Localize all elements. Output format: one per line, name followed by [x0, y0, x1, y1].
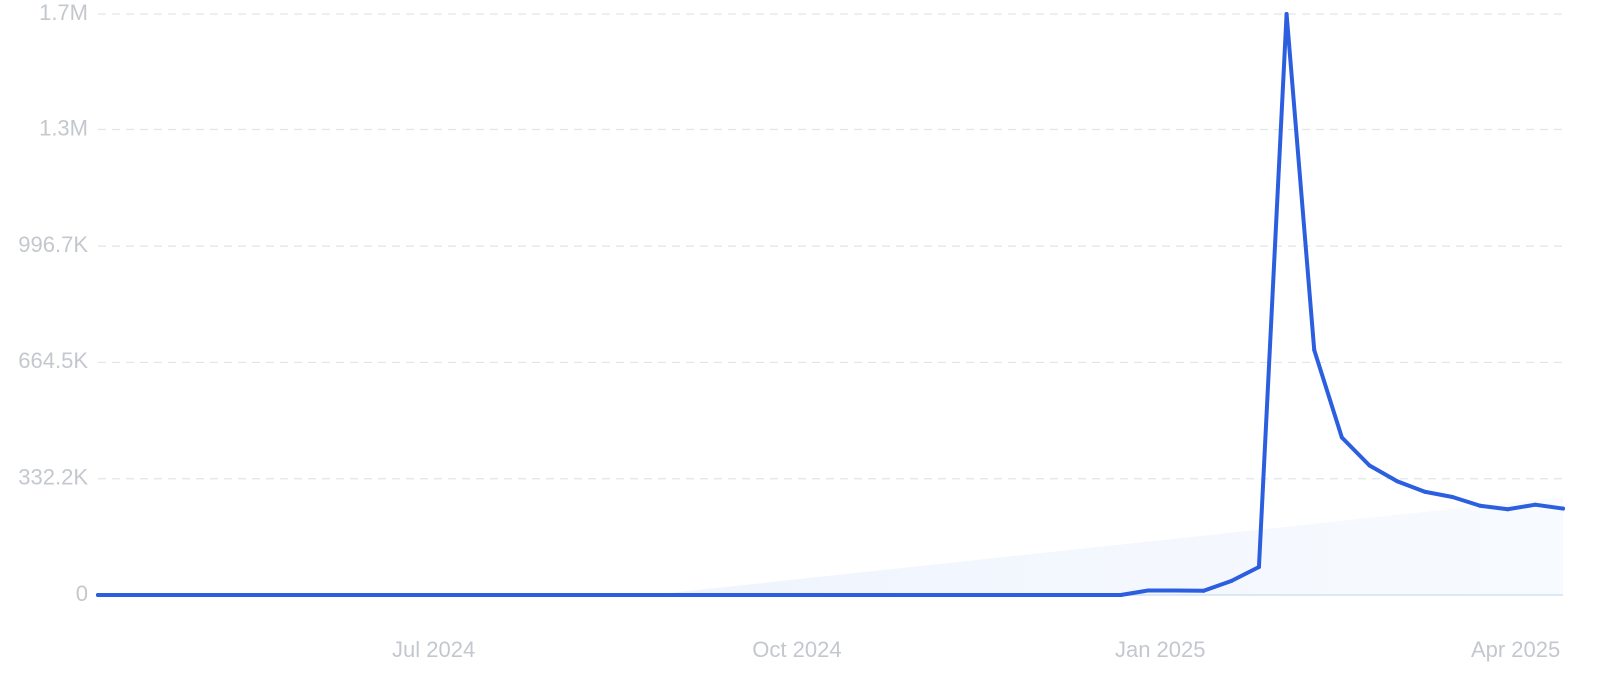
data-point — [1505, 507, 1510, 512]
y-tick-label: 1.3M — [39, 115, 88, 140]
x-axis-ticks: Jul 2024 Oct 2024 Jan 2025 Apr 2025 — [392, 637, 1560, 662]
series-layer — [96, 12, 1565, 597]
trend-area-shape — [650, 497, 1563, 595]
data-point — [1284, 12, 1289, 16]
y-tick-label: 996.7K — [18, 232, 88, 257]
x-tick-label: Apr 2025 — [1471, 637, 1560, 662]
y-tick-label: 1.7M — [39, 0, 88, 25]
data-point — [1229, 579, 1234, 583]
x-tick-label: Jan 2025 — [1115, 637, 1206, 662]
data-point — [1256, 565, 1261, 569]
y-tick-label: 332.2K — [18, 465, 88, 490]
x-tick-label: Jul 2024 — [392, 637, 475, 662]
y-axis-ticks: 0 332.2K 664.5K 996.7K 1.3M 1.7M — [18, 0, 88, 606]
data-point — [1533, 502, 1538, 507]
data-point — [1395, 479, 1400, 484]
data-point — [1339, 435, 1344, 440]
data-point — [1201, 588, 1206, 593]
gridlines — [98, 13, 1563, 480]
series-line-0 — [96, 12, 1565, 597]
x-tick-label: Oct 2024 — [752, 637, 841, 662]
data-point — [1478, 503, 1483, 508]
data-point — [1118, 593, 1123, 597]
data-point — [1367, 463, 1372, 468]
data-point — [1312, 348, 1317, 352]
data-point — [648, 593, 653, 597]
data-point — [1561, 506, 1565, 511]
data-point — [1174, 588, 1179, 593]
data-point — [1422, 489, 1427, 494]
data-point — [96, 593, 100, 597]
data-point — [1146, 588, 1151, 593]
trend-area — [650, 497, 1563, 595]
data-point — [1450, 495, 1455, 499]
y-tick-label: 664.5K — [18, 348, 88, 373]
y-tick-label: 0 — [76, 581, 88, 606]
